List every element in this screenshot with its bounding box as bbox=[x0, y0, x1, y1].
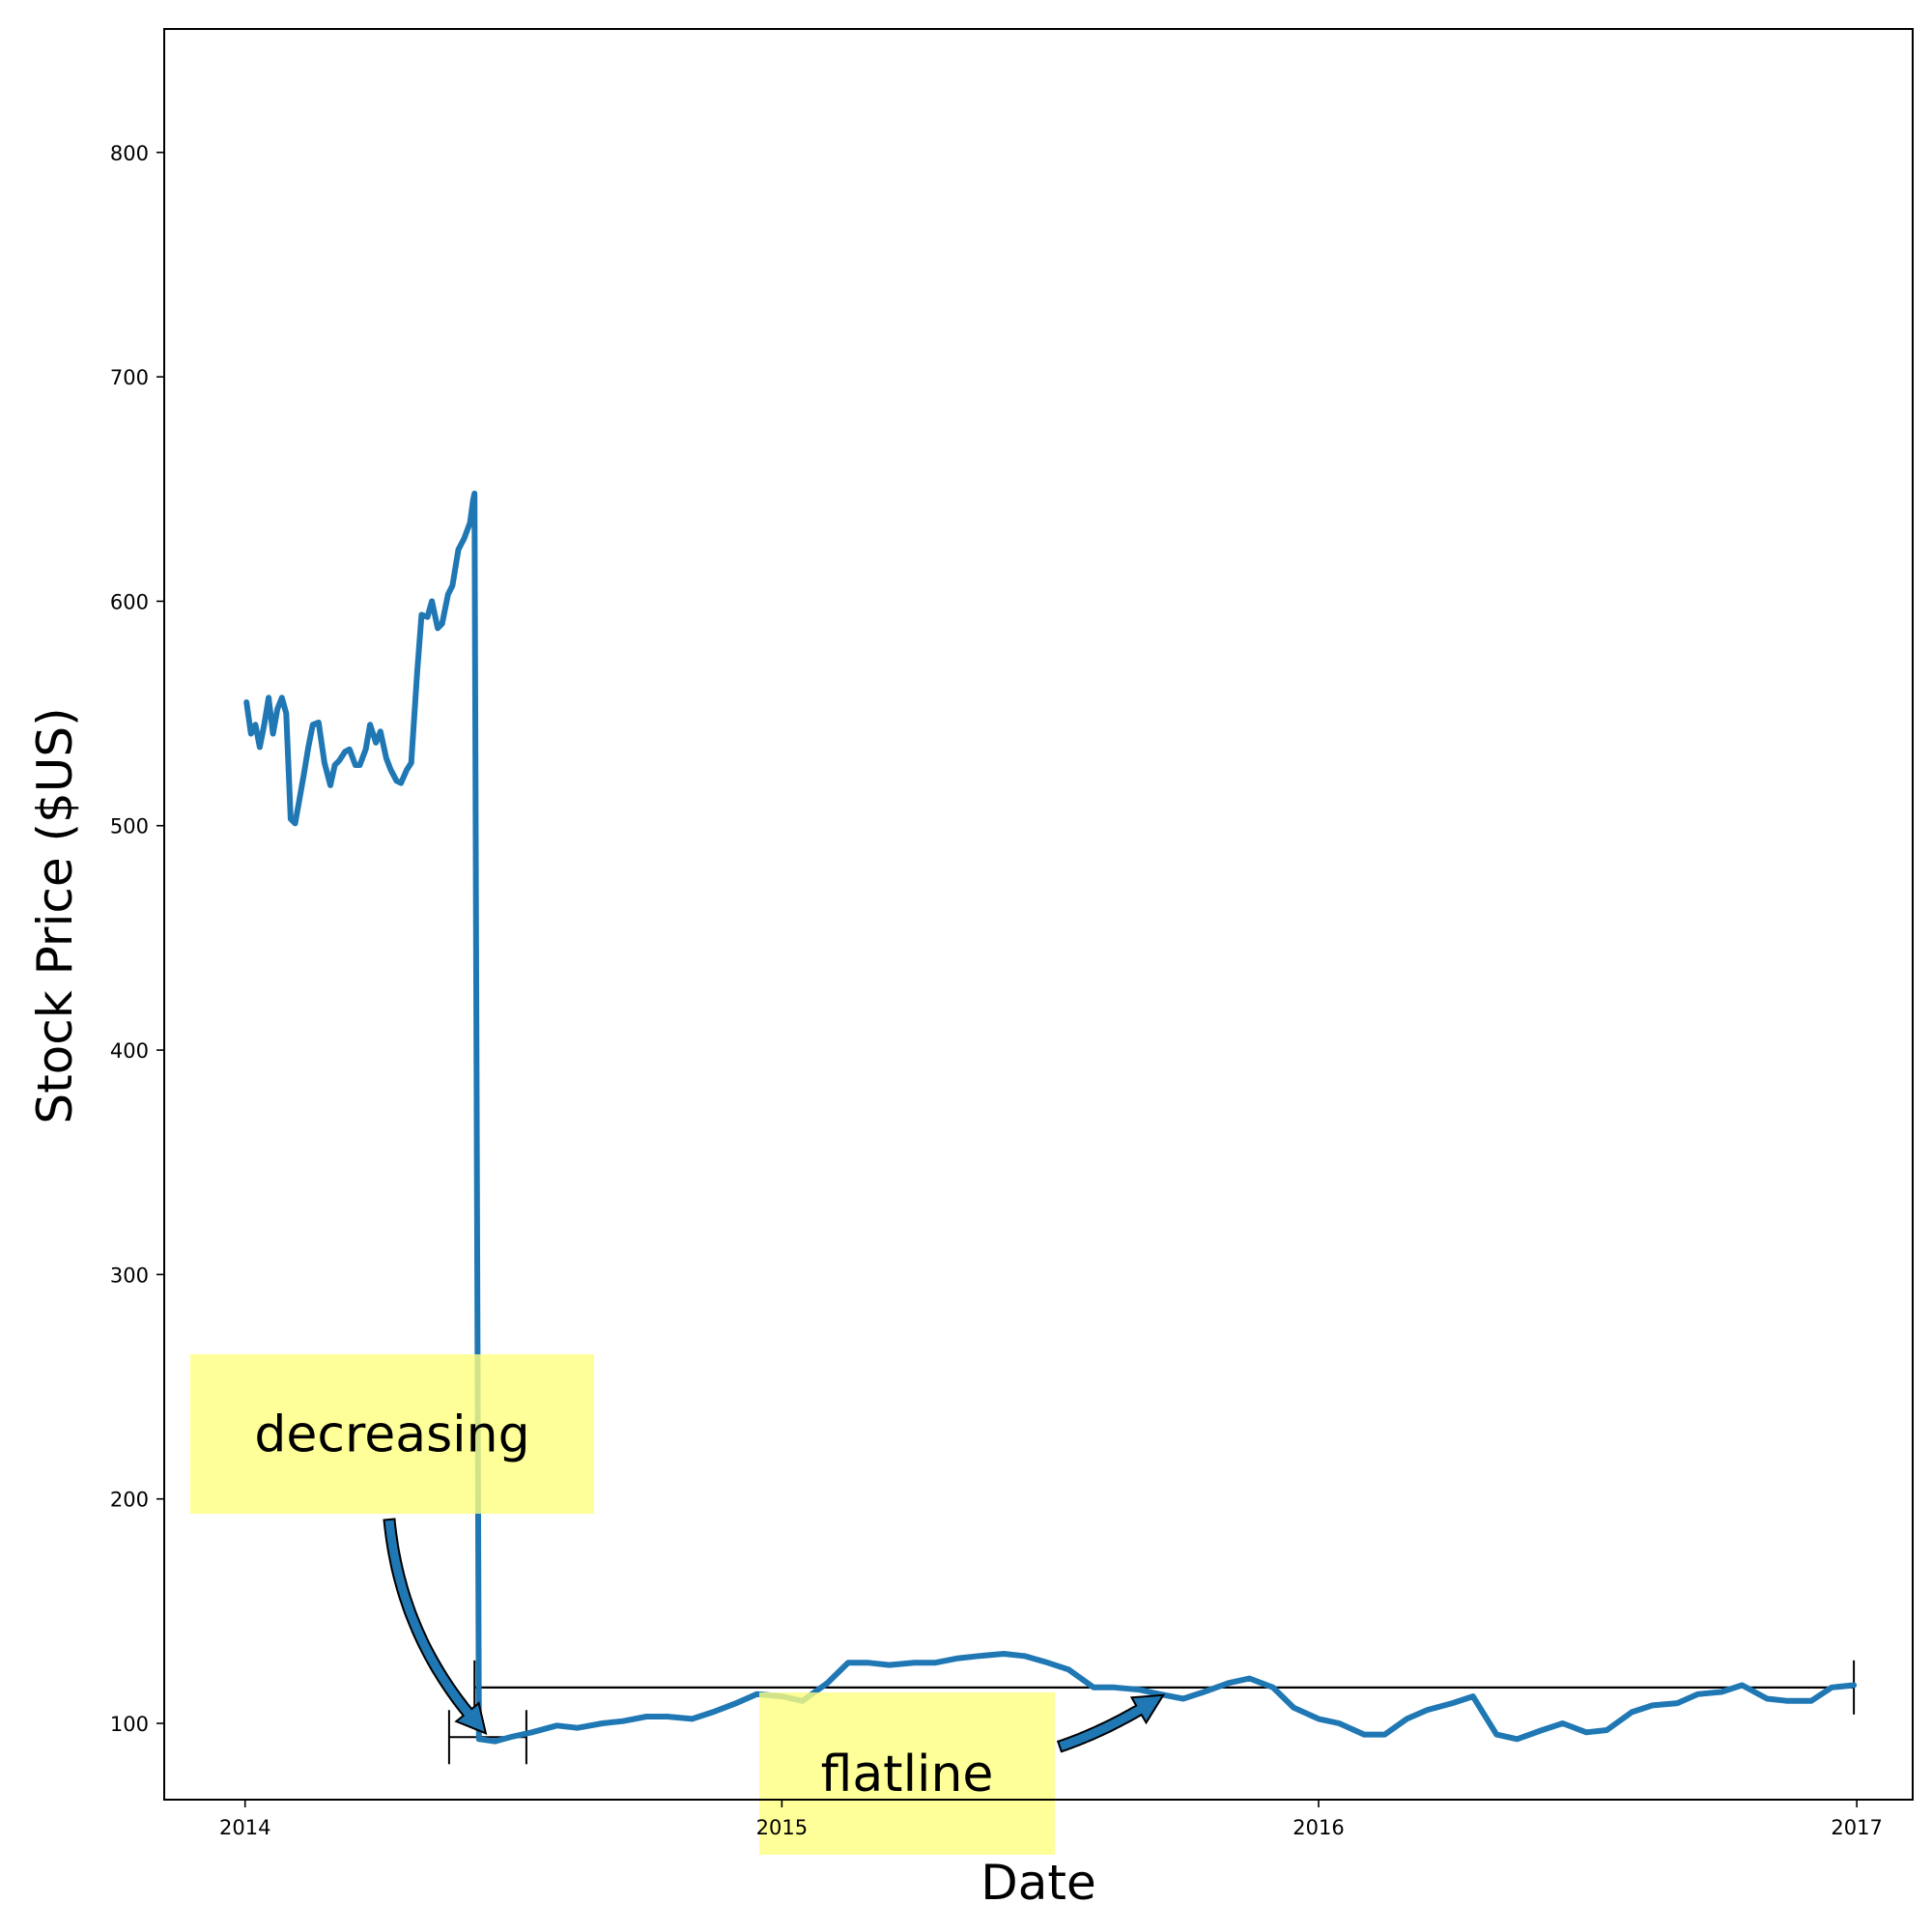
x-tick-label: 2015 bbox=[756, 1816, 808, 1839]
flatline-annotation-box bbox=[759, 1692, 1055, 1855]
decreasing-annotation-text: decreasing bbox=[254, 1406, 529, 1464]
flatline-annotation-text: flatline bbox=[821, 1746, 994, 1804]
y-axis-label: Stock Price ($US) bbox=[27, 707, 83, 1123]
series-layer bbox=[243, 490, 1858, 1745]
y-tick-label: 600 bbox=[110, 590, 149, 613]
series-line bbox=[243, 490, 1858, 1745]
plot-frame bbox=[163, 28, 1914, 1801]
y-tick-label: 200 bbox=[110, 1489, 149, 1512]
y-tick-label: 400 bbox=[110, 1039, 149, 1063]
flatline-arrow bbox=[1056, 1693, 1166, 1753]
y-tick-label: 500 bbox=[110, 815, 149, 838]
x-axis: 2014 2015 2016 2017 bbox=[219, 1800, 1883, 1839]
upper-annotations: decreasing flatline bbox=[190, 1354, 1166, 1855]
y-tick-label: 300 bbox=[110, 1264, 149, 1287]
x-tick-label: 2016 bbox=[1293, 1816, 1344, 1839]
y-tick-label: 100 bbox=[110, 1713, 149, 1736]
x-tick-label: 2014 bbox=[219, 1816, 270, 1839]
x-axis-label: Date bbox=[980, 1855, 1096, 1911]
lower-annotations bbox=[447, 1660, 1856, 1765]
y-axis: 100 200 300 400 500 600 700 800 bbox=[110, 142, 164, 1736]
decreasing-arrow bbox=[383, 1518, 488, 1735]
x-tick-label: 2017 bbox=[1831, 1816, 1882, 1839]
y-tick-label: 800 bbox=[110, 142, 149, 165]
y-tick-label: 700 bbox=[110, 366, 149, 389]
decreasing-annotation-box bbox=[190, 1354, 594, 1514]
